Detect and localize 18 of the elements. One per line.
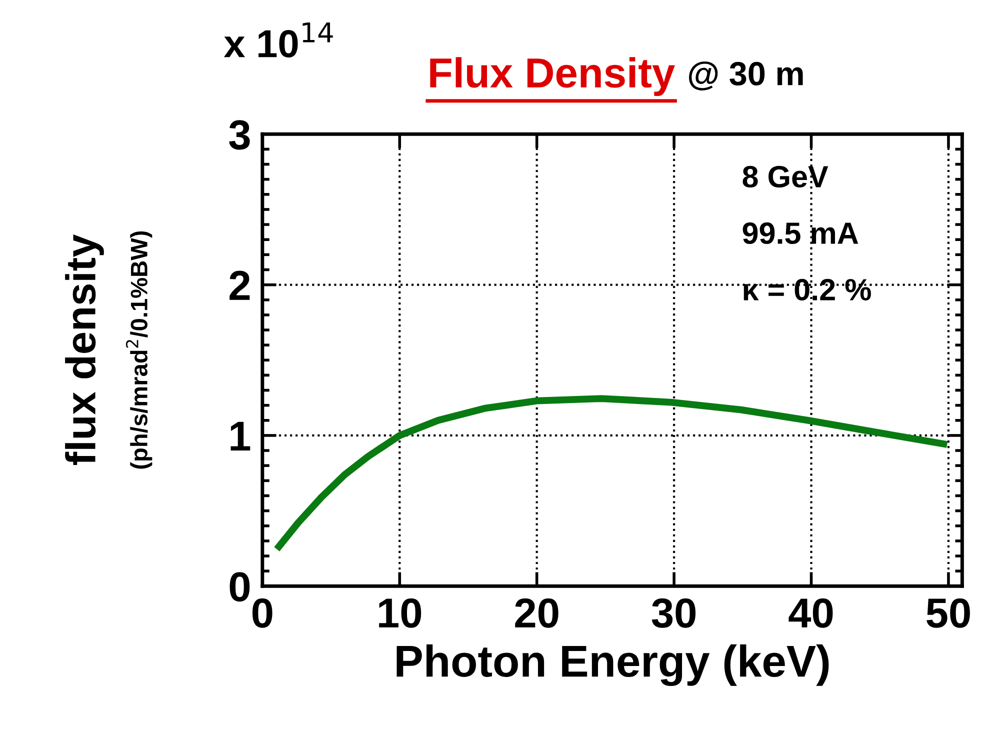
annotation: 99.5 mA <box>742 222 858 244</box>
y-tick-label: 3 <box>229 120 250 150</box>
text: x 10$^{14}$ <box>224 22 333 58</box>
x-tick-label: 40 <box>788 598 833 628</box>
y-tick-label: 0 <box>230 572 250 602</box>
annotation: 8 GeV <box>742 166 828 188</box>
x-axis-title: Photon Energy (keV) <box>396 644 829 686</box>
y-axis-title: flux density (ph/s/mrad$^{2}$/0.1%BW) <box>65 231 152 469</box>
x-tick-label: 10 <box>379 598 422 628</box>
chart-title: Flux Density <box>430 57 675 96</box>
annotation: κ = 0.2 % <box>744 278 871 301</box>
y-tick-label: 1 <box>230 422 250 451</box>
x-tick-label: 0 <box>252 598 272 628</box>
chart-subtitle: @ 30 m <box>689 62 803 90</box>
x-tick-label: 30 <box>652 598 696 628</box>
y-tick-label: 2 <box>230 270 250 300</box>
x-tick-label: 50 <box>926 598 970 628</box>
x-tick-label: 20 <box>515 598 558 628</box>
